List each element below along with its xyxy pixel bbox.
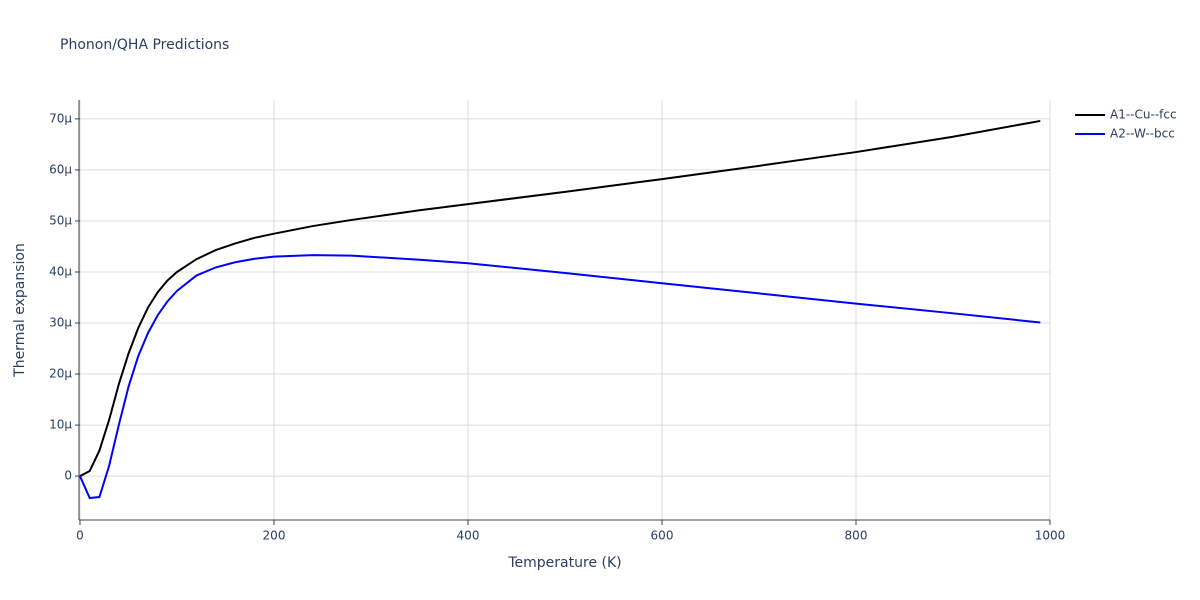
y-tick-label: 30µ	[49, 316, 72, 330]
y-tick-label: 60µ	[49, 162, 72, 176]
series-line	[79, 119, 1041, 477]
plot-area	[79, 119, 1041, 500]
y-tick-label: 0	[64, 469, 72, 483]
grid	[79, 100, 1051, 520]
chart-title: Phonon/QHA Predictions	[60, 37, 229, 53]
series-line	[79, 254, 1041, 500]
x-tick-label: 600	[651, 529, 674, 543]
y-tick-label: 50µ	[49, 213, 72, 227]
x-tick-label: 800	[845, 529, 868, 543]
x-tick-label: 1000	[1035, 529, 1066, 543]
y-tick-label: 10µ	[49, 418, 72, 432]
legend-label: A2--W--bcc	[1110, 127, 1175, 141]
y-tick-label: 40µ	[49, 264, 72, 278]
x-tick-label: 400	[457, 529, 480, 543]
y-tick-label: 20µ	[49, 367, 72, 381]
y-tick-label: 70µ	[49, 111, 72, 125]
y-axis-title: Thermal expansion	[12, 243, 28, 378]
legend-label: A1--Cu--fcc	[1110, 108, 1177, 122]
x-tick-label: 0	[76, 529, 84, 543]
x-axis-title: Temperature (K)	[507, 555, 621, 571]
x-tick-label: 200	[263, 529, 286, 543]
